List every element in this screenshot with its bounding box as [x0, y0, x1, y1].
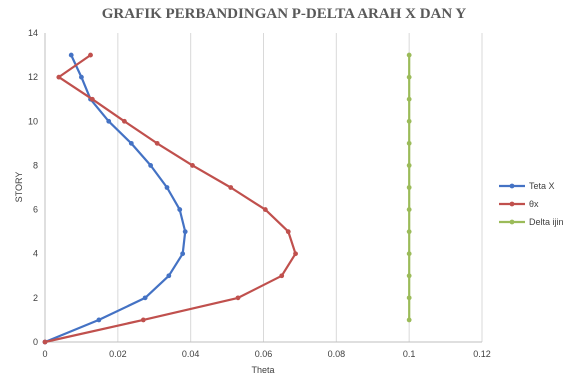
- series-2: [406, 52, 412, 323]
- data-point: [89, 96, 95, 102]
- legend: Teta X θx Delta ijin: [499, 181, 564, 227]
- y-tick-label: 0: [33, 337, 38, 347]
- series-line: [44, 54, 187, 344]
- data-point: [79, 74, 84, 80]
- data-point: [166, 273, 172, 279]
- series-group: [42, 52, 412, 345]
- data-point: [406, 140, 412, 146]
- data-point: [42, 339, 48, 345]
- y-tick-label: 14: [28, 28, 38, 38]
- x-tick-label: 0.1: [403, 349, 416, 359]
- legend-label: Delta ijin: [529, 217, 564, 227]
- series-line: [44, 54, 297, 344]
- data-point: [180, 251, 186, 257]
- x-tick-label: 0.02: [109, 349, 127, 359]
- data-point: [406, 229, 412, 235]
- data-point: [406, 163, 412, 168]
- data-point: [235, 295, 241, 301]
- y-tick-label: 12: [28, 72, 38, 82]
- data-point: [406, 251, 412, 257]
- y-tick-label: 2: [33, 293, 38, 303]
- y-tick-label: 6: [33, 205, 38, 215]
- data-point: [128, 140, 134, 146]
- legend-label: θx: [529, 199, 539, 209]
- legend-label: Teta X: [529, 181, 555, 191]
- data-point: [177, 207, 183, 212]
- data-point: [56, 74, 62, 80]
- data-point: [190, 163, 195, 168]
- legend-swatch-marker: [509, 219, 515, 225]
- data-point: [293, 251, 298, 257]
- legend-item: θx: [499, 199, 539, 209]
- legend-item: Teta X: [499, 181, 555, 191]
- data-point: [68, 52, 74, 58]
- y-tick-label: 10: [28, 116, 38, 126]
- data-point: [406, 273, 412, 279]
- data-point: [88, 52, 93, 58]
- y-tick-label: 4: [33, 249, 38, 259]
- data-point: [406, 317, 412, 323]
- data-point: [154, 140, 160, 146]
- x-axis-label: Theta: [251, 365, 274, 375]
- chart-title: GRAFIK PERBANDINGAN P-DELTA ARAH X DAN Y: [102, 6, 467, 22]
- y-tick-label: 8: [33, 160, 38, 170]
- data-point: [96, 317, 102, 323]
- data-point: [406, 52, 412, 58]
- data-point: [406, 185, 412, 190]
- data-point: [164, 185, 170, 190]
- data-point: [106, 118, 112, 124]
- x-tick-label: 0.04: [182, 349, 200, 359]
- x-tick-label: 0.06: [255, 349, 273, 359]
- x-tick-labels: 0 0.02 0.04 0.06 0.08 0.1 0.12: [42, 349, 490, 359]
- data-point: [228, 185, 234, 190]
- data-point: [140, 317, 146, 323]
- data-point: [142, 295, 148, 301]
- data-point: [182, 229, 188, 235]
- data-point: [406, 96, 412, 102]
- series-1: [42, 52, 298, 345]
- data-point: [406, 207, 412, 212]
- series-0: [42, 52, 188, 345]
- data-point: [121, 118, 127, 124]
- x-tick-label: 0.08: [328, 349, 346, 359]
- data-point: [406, 295, 412, 301]
- grid-lines: [117, 33, 483, 342]
- x-tick-label: 0: [42, 349, 47, 359]
- data-point: [262, 207, 268, 212]
- data-point: [285, 229, 291, 235]
- y-axis-label: STORY: [14, 172, 24, 203]
- x-tick-label: 0.12: [473, 349, 491, 359]
- legend-swatch-marker: [509, 201, 515, 207]
- data-point: [406, 118, 412, 124]
- data-point: [406, 74, 412, 80]
- data-point: [148, 163, 154, 168]
- y-tick-labels: 0 2 4 6 8 10 12 14: [28, 28, 38, 347]
- legend-swatch-marker: [509, 183, 515, 189]
- legend-item: Delta ijin: [499, 217, 564, 227]
- data-point: [279, 273, 285, 279]
